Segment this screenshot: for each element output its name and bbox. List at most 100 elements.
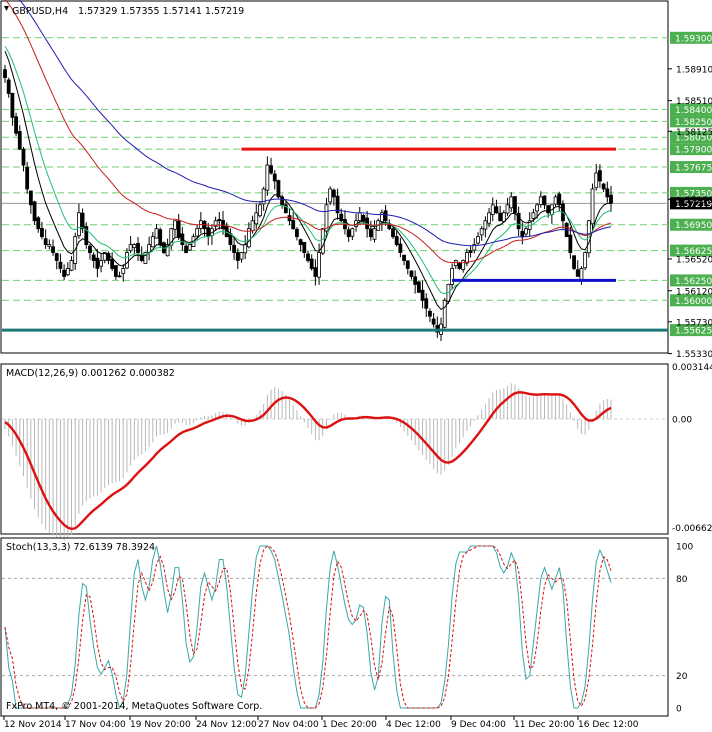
candle bbox=[287, 208, 292, 226]
ema-fast-line bbox=[4, 50, 611, 311]
ema-mid-line bbox=[4, 45, 612, 295]
candle bbox=[21, 146, 26, 172]
candle bbox=[54, 252, 59, 270]
candle bbox=[398, 237, 403, 258]
macd-pane: 0.003144 0.00 -0.006627 MACD(12,26,9) 0.00… bbox=[0, 363, 712, 541]
stoch-tick-label: 80 bbox=[676, 575, 688, 585]
candle bbox=[431, 312, 436, 328]
time-label: 27 Nov 04:00 bbox=[258, 720, 319, 730]
candle bbox=[132, 243, 137, 255]
candle bbox=[80, 208, 85, 233]
candle bbox=[306, 250, 310, 263]
ema-long-line bbox=[19, 0, 612, 247]
candle bbox=[77, 203, 81, 239]
candle bbox=[232, 238, 236, 261]
candle bbox=[47, 239, 52, 250]
candle bbox=[487, 208, 491, 228]
candle bbox=[117, 271, 122, 278]
time-label: 4 Dec 12:00 bbox=[386, 720, 441, 730]
level-tag: 1.57219 bbox=[670, 197, 712, 210]
candle bbox=[17, 125, 22, 150]
triangle-icon bbox=[4, 6, 9, 11]
macd-tick-label: 0.003144 bbox=[672, 363, 712, 373]
candle bbox=[542, 195, 547, 210]
candle bbox=[298, 238, 303, 252]
level-tag: 1.59300 bbox=[670, 31, 712, 44]
candle bbox=[568, 226, 573, 259]
time-label: 16 Dec 12:00 bbox=[578, 720, 639, 730]
level-tag: 1.56950 bbox=[670, 218, 712, 231]
candle bbox=[28, 190, 33, 214]
level-tag-label: 1.57219 bbox=[675, 200, 712, 210]
candle bbox=[413, 270, 418, 294]
candle bbox=[235, 248, 240, 269]
price-title: GBPUSD,H4 bbox=[12, 6, 68, 17]
candle bbox=[261, 186, 266, 211]
candle bbox=[309, 254, 314, 271]
level-tag-label: 1.58400 bbox=[675, 106, 712, 116]
candle bbox=[291, 211, 296, 230]
candle bbox=[176, 214, 181, 240]
candle bbox=[128, 236, 133, 254]
candle bbox=[302, 241, 307, 258]
candle bbox=[88, 243, 92, 260]
candle bbox=[184, 242, 188, 254]
candle bbox=[350, 227, 355, 240]
candle bbox=[328, 186, 333, 206]
candle bbox=[450, 263, 455, 290]
stoch-tick-label: 100 bbox=[676, 543, 693, 553]
price-pane: 1.59300 1.58400 1.58250 1.58050 1.57900 1.576… bbox=[0, 0, 712, 360]
candle bbox=[25, 161, 30, 194]
candle bbox=[106, 251, 111, 265]
candle bbox=[513, 196, 517, 221]
candle bbox=[476, 232, 480, 246]
candle bbox=[509, 192, 514, 213]
candle bbox=[380, 209, 384, 232]
candle bbox=[65, 262, 70, 277]
candle bbox=[213, 216, 218, 231]
stoch-title: Stoch(13,3,3) 72.6139 78.3924 bbox=[6, 542, 155, 553]
candle bbox=[154, 224, 159, 239]
candle bbox=[150, 231, 155, 248]
price-ohlc: 1.57329 1.57355 1.57141 1.57219 bbox=[78, 6, 244, 17]
candle bbox=[91, 252, 96, 268]
candle bbox=[320, 227, 325, 256]
candle bbox=[464, 248, 469, 267]
candle bbox=[409, 270, 414, 280]
candle bbox=[335, 188, 340, 220]
level-tag-label: 1.55625 bbox=[675, 327, 712, 337]
level-tag: 1.57900 bbox=[670, 143, 712, 156]
candle bbox=[453, 259, 458, 270]
candle bbox=[420, 280, 425, 309]
candle bbox=[265, 156, 270, 196]
level-tag: 1.57350 bbox=[670, 186, 712, 199]
candle bbox=[14, 112, 18, 136]
candle bbox=[405, 260, 410, 275]
candle bbox=[3, 64, 7, 83]
candle bbox=[391, 225, 395, 239]
candle bbox=[572, 255, 576, 271]
candle bbox=[295, 227, 299, 241]
candle bbox=[516, 206, 521, 237]
candle bbox=[258, 201, 262, 218]
candle bbox=[102, 252, 107, 264]
price-tick-label: 1.55730 bbox=[676, 318, 712, 328]
time-label: 17 Nov 04:00 bbox=[65, 720, 126, 730]
time-label: 12 Nov 2014 bbox=[4, 720, 62, 730]
candle bbox=[324, 197, 329, 237]
price-tick-label: 1.58125 bbox=[676, 128, 712, 138]
level-tag: 1.57675 bbox=[670, 161, 712, 174]
candle bbox=[32, 200, 37, 225]
candle bbox=[524, 226, 528, 237]
level-tag: 1.58400 bbox=[670, 103, 712, 116]
macd-tick-label: 0.00 bbox=[672, 416, 692, 426]
candle bbox=[173, 220, 177, 237]
candle bbox=[269, 157, 273, 175]
level-tag: 1.55625 bbox=[670, 324, 712, 337]
candle bbox=[136, 237, 140, 261]
candle bbox=[10, 92, 15, 126]
candle bbox=[95, 248, 100, 278]
level-tag-label: 1.58250 bbox=[675, 118, 712, 128]
candle bbox=[590, 183, 595, 231]
